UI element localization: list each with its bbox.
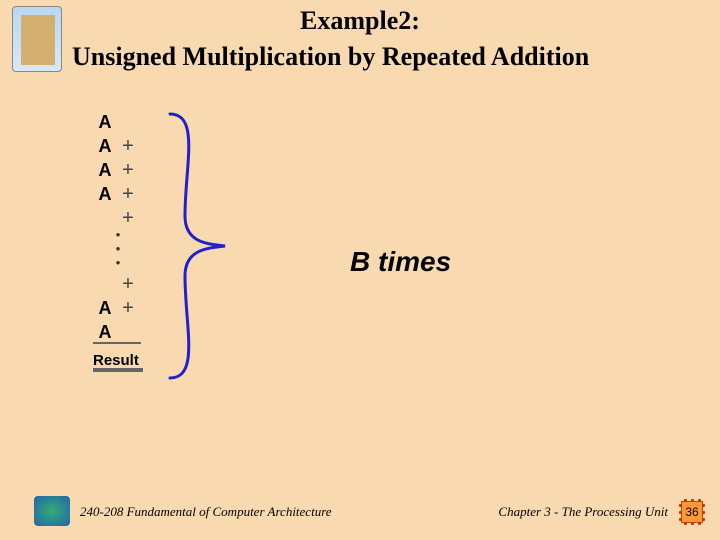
operand-a: A xyxy=(95,160,115,181)
chip-pin xyxy=(679,518,682,521)
chip-pin xyxy=(691,499,694,502)
plus-sign: + xyxy=(115,273,141,296)
plus-sign: + xyxy=(115,183,141,206)
diagram-row: + xyxy=(95,272,141,296)
diagram-row: A + xyxy=(95,296,141,320)
dot: • xyxy=(95,258,141,272)
slide-title-line1: Example2: xyxy=(0,6,720,36)
footer-chapter-name: Chapter 3 - The Processing Unit xyxy=(498,504,668,520)
operand-a: A xyxy=(95,112,115,133)
chip-pin xyxy=(679,504,682,507)
diagram-row: A + xyxy=(95,134,141,158)
page-number-chip: 36 xyxy=(678,498,706,526)
diagram-row: A xyxy=(95,320,141,344)
diagram-row: A xyxy=(95,110,141,134)
chip-pin xyxy=(698,499,701,502)
curly-brace xyxy=(155,106,255,386)
operand-a: A xyxy=(95,136,115,157)
page-number: 36 xyxy=(685,505,698,519)
plus-sign: + xyxy=(115,297,141,320)
chip-pin xyxy=(679,511,682,514)
diagram-row: A + xyxy=(95,158,141,182)
plus-sign: + xyxy=(115,159,141,182)
chip-pin xyxy=(684,522,687,525)
result-label: Result xyxy=(93,352,139,369)
plus-sign: + xyxy=(115,135,141,158)
footer-logo-icon xyxy=(34,496,70,526)
operand-a: A xyxy=(95,184,115,205)
double-underline xyxy=(93,368,143,372)
sum-line xyxy=(93,342,141,344)
chip-pin xyxy=(698,522,701,525)
operand-a: A xyxy=(95,298,115,319)
b-times-label: B times xyxy=(350,246,451,278)
chip-pin xyxy=(702,504,705,507)
ellipsis-row: • xyxy=(95,258,141,272)
chip-pin xyxy=(702,518,705,521)
operand-a: A xyxy=(95,322,115,343)
chip-pin xyxy=(684,499,687,502)
slide-title-line2: Unsigned Multiplication by Repeated Addi… xyxy=(72,42,589,72)
chip-pin xyxy=(691,522,694,525)
footer-course-name: 240-208 Fundamental of Computer Architec… xyxy=(80,504,332,520)
chip-pin xyxy=(702,511,705,514)
slide: Example2: Unsigned Multiplication by Rep… xyxy=(0,0,720,540)
addition-diagram: A A + A + A + + • • • + A + A xyxy=(95,110,141,344)
diagram-row: A + xyxy=(95,182,141,206)
